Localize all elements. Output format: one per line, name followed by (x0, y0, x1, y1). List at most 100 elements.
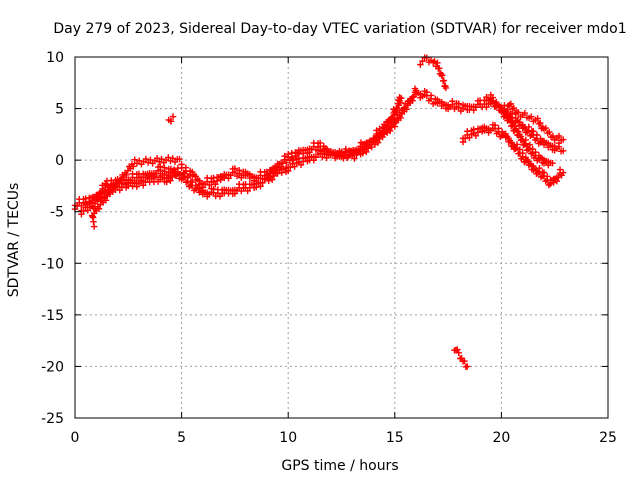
y-tick-label: -5 (50, 205, 64, 221)
data-point (542, 124, 550, 132)
x-tick-label: 25 (599, 430, 617, 446)
data-point (161, 164, 168, 171)
data-point (528, 150, 535, 157)
data-point (137, 173, 145, 181)
x-tick-label: 5 (177, 430, 186, 446)
data-point (286, 157, 294, 164)
chart-title: Day 279 of 2023, Sidereal Day-to-day VTE… (53, 21, 626, 37)
data-point (109, 188, 116, 195)
data-point (434, 59, 441, 66)
data-point (560, 136, 567, 143)
data-point (212, 181, 219, 188)
data-point (116, 180, 123, 187)
data-point (172, 172, 180, 179)
y-tick-label: -20 (41, 359, 64, 375)
data-point (498, 105, 505, 112)
axes: 0 5 10 15 20 25 10 5 0 -5 -10 -15 -20 -25 (41, 50, 617, 446)
data-point (458, 354, 465, 362)
data-point (528, 113, 535, 120)
data-point (157, 163, 164, 170)
data-point (158, 155, 165, 163)
data-point (287, 164, 294, 171)
data-point (513, 141, 521, 148)
data-point (102, 197, 110, 204)
data-point (130, 163, 137, 170)
data-point (269, 176, 276, 183)
y-tick-label: -25 (41, 411, 64, 427)
data-point (533, 131, 541, 139)
data-point (95, 205, 103, 212)
data-point (549, 132, 557, 140)
data-point (515, 128, 522, 135)
data-point (89, 214, 97, 221)
data-point (532, 149, 539, 156)
y-tick-label: -10 (41, 256, 64, 272)
data-point (454, 346, 461, 353)
data-point (515, 109, 522, 116)
data-point (555, 132, 563, 140)
data-point (291, 163, 298, 170)
data-point (560, 169, 567, 176)
grid (75, 57, 608, 418)
y-tick-label: 5 (55, 102, 64, 118)
data-point (169, 113, 177, 120)
data-point (82, 195, 89, 202)
data-point (288, 150, 295, 157)
data-point (526, 141, 534, 148)
data-point (472, 132, 480, 140)
data-point (544, 173, 551, 180)
data-point (536, 165, 543, 172)
data-point (176, 171, 183, 178)
x-tick-label: 20 (492, 430, 510, 446)
plot-frame (74, 56, 609, 419)
y-axis-label: SDTVAR / TECUs (6, 183, 22, 298)
data-point (279, 160, 287, 167)
data-point (537, 119, 544, 127)
data-point (231, 165, 239, 172)
y-tick-label: -15 (41, 308, 64, 324)
data-point (351, 155, 358, 162)
data-point (503, 108, 510, 115)
data-point (397, 95, 405, 102)
data-point (517, 133, 525, 140)
data-point (170, 166, 178, 173)
data-point (423, 54, 430, 62)
data-point (464, 363, 471, 370)
data-point (491, 121, 499, 129)
data-point (521, 109, 529, 117)
data-point (519, 150, 526, 157)
data-point (461, 135, 469, 142)
data-point (506, 113, 514, 121)
data-point (377, 131, 385, 138)
data-point (169, 173, 176, 181)
data-point (511, 123, 519, 130)
data-point (419, 57, 426, 65)
data-point (90, 223, 98, 230)
data-point (449, 98, 456, 105)
data-point (509, 118, 516, 125)
data-point (142, 155, 150, 163)
data-point (417, 61, 424, 68)
data-point (397, 114, 404, 122)
data-point (153, 154, 161, 162)
data-point (522, 136, 529, 144)
data-point (512, 110, 519, 117)
data-point (489, 94, 497, 101)
data-point (165, 116, 173, 124)
data-point (540, 169, 548, 176)
data-point (535, 120, 543, 128)
data-point (455, 100, 462, 107)
data-point (283, 159, 290, 166)
data-point (169, 155, 176, 162)
x-axis-label: GPS time / hours (281, 458, 398, 474)
data-point (393, 105, 400, 112)
data-point (470, 126, 477, 133)
data-point (507, 100, 515, 108)
data-point (290, 156, 297, 163)
data-point (186, 183, 193, 190)
data-point (135, 157, 143, 164)
data-point (148, 172, 155, 179)
y-tick-label: 10 (46, 50, 64, 66)
data-point (466, 134, 473, 141)
